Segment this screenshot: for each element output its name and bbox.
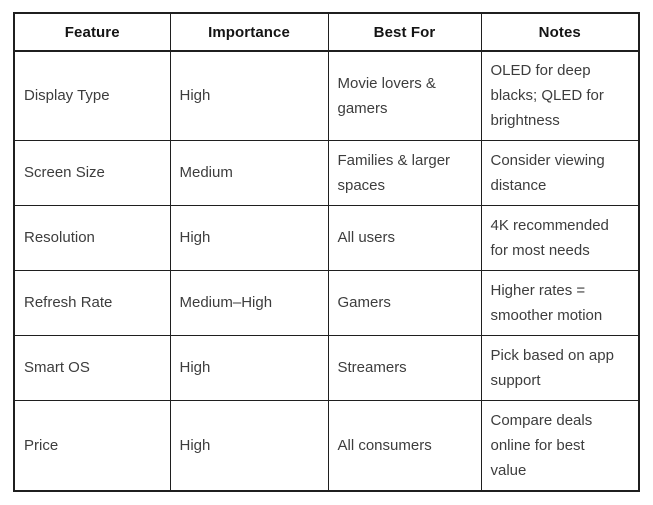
cell-feature: Refresh Rate (13, 269, 171, 336)
cell-feature: Smart OS (13, 334, 171, 401)
cell-importance: High (169, 399, 329, 492)
cell-importance: High (169, 50, 329, 141)
cell-notes: OLED for deep blacks; QLED for brightnes… (480, 50, 640, 141)
table-row: Resolution High All users 4K recommended… (13, 204, 640, 271)
cell-best-for: Streamers (327, 334, 482, 401)
cell-notes: Higher rates = smoother motion (480, 269, 640, 336)
tv-feature-comparison-table-container: Feature Importance Best For Notes Displa… (13, 12, 640, 492)
table-row: Screen Size Medium Families & larger spa… (13, 139, 640, 206)
table-row: Refresh Rate Medium–High Gamers Higher r… (13, 269, 640, 336)
table-row: Price High All consumers Compare deals o… (13, 399, 640, 492)
column-header-best-for: Best For (327, 12, 482, 52)
cell-importance: High (169, 334, 329, 401)
cell-notes: Consider viewing distance (480, 139, 640, 206)
table-row: Display Type High Movie lovers & gamers … (13, 50, 640, 141)
cell-notes: 4K recommended for most needs (480, 204, 640, 271)
cell-best-for: Families & larger spaces (327, 139, 482, 206)
cell-importance: High (169, 204, 329, 271)
cell-best-for: Movie lovers & gamers (327, 50, 482, 141)
cell-notes: Compare deals online for best value (480, 399, 640, 492)
cell-best-for: Gamers (327, 269, 482, 336)
cell-notes: Pick based on app support (480, 334, 640, 401)
cell-feature: Resolution (13, 204, 171, 271)
tv-feature-comparison-table: Feature Importance Best For Notes Displa… (13, 12, 640, 492)
column-header-feature: Feature (13, 12, 171, 52)
cell-importance: Medium–High (169, 269, 329, 336)
column-header-notes: Notes (480, 12, 640, 52)
table-row: Smart OS High Streamers Pick based on ap… (13, 334, 640, 401)
cell-feature: Display Type (13, 50, 171, 141)
cell-feature: Screen Size (13, 139, 171, 206)
cell-feature: Price (13, 399, 171, 492)
column-header-importance: Importance (169, 12, 329, 52)
header-row: Feature Importance Best For Notes (13, 12, 640, 52)
cell-importance: Medium (169, 139, 329, 206)
cell-best-for: All consumers (327, 399, 482, 492)
cell-best-for: All users (327, 204, 482, 271)
